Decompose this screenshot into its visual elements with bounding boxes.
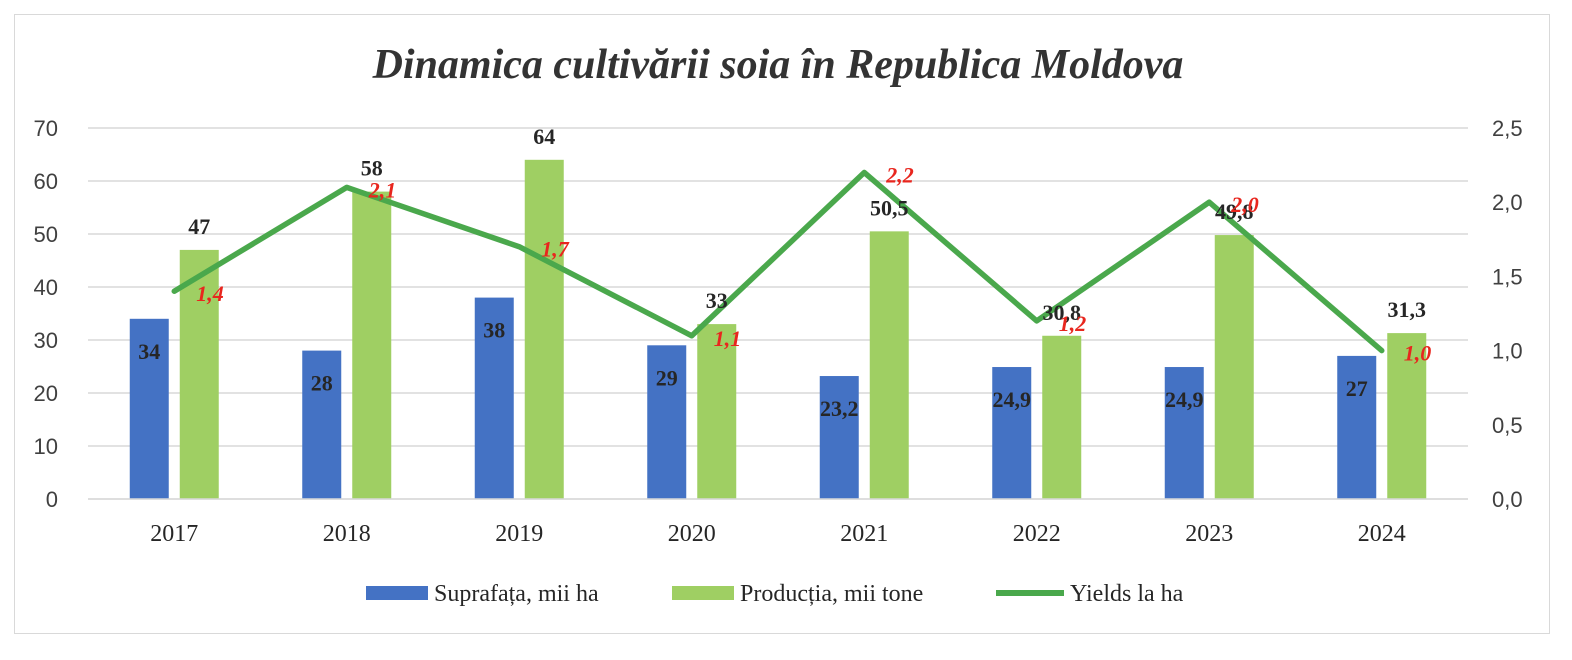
legend-label: Producția, mii tone	[740, 581, 923, 607]
x-tick-label: 2024	[1358, 521, 1406, 547]
bar-productia	[352, 191, 392, 499]
data-label-yields: 1,7	[541, 237, 570, 262]
x-tick-label: 2020	[668, 521, 716, 547]
gridlines	[88, 127, 1468, 500]
chart-frame	[14, 14, 1550, 634]
y-right-tick-label: 1,5	[1492, 264, 1523, 289]
data-label-yields: 1,1	[714, 326, 742, 351]
data-label-productia: 30,8	[1043, 300, 1082, 325]
y-right-tick-label: 1,0	[1492, 339, 1523, 364]
chart-title: Dinamica cultivării soia în Republica Mo…	[372, 42, 1184, 88]
x-tick-label: 2023	[1185, 521, 1233, 547]
bar-suprafata	[992, 367, 1032, 499]
bar-productia	[869, 231, 909, 499]
y-left-tick-label: 0	[46, 487, 58, 512]
data-label-productia: 49,8	[1215, 199, 1254, 224]
y-right-tick-label: 2,5	[1492, 116, 1523, 141]
data-label-suprafata: 29	[656, 365, 678, 390]
data-label-suprafata: 23,2	[820, 396, 859, 421]
x-tick-label: 2019	[495, 521, 543, 547]
bar-suprafata	[647, 345, 687, 499]
legend-label: Yields la ha	[1070, 581, 1184, 607]
bar-productia	[1214, 235, 1254, 499]
data-label-productia: 47	[188, 214, 210, 239]
line-yields	[171, 169, 1385, 354]
y-right-tick-label: 0,0	[1492, 487, 1523, 512]
x-tick-label: 2021	[840, 521, 888, 547]
y-left-tick-label: 60	[34, 169, 58, 194]
data-labels: 34 28 38 29 23,2 24,9 24,9 27 47 58 64 33 50,5 30,8 49…	[138, 124, 1431, 421]
data-label-productia: 31,3	[1388, 297, 1427, 322]
data-label-suprafata: 34	[138, 339, 160, 364]
bar-suprafata	[1164, 367, 1204, 499]
y-left-tick-label: 70	[34, 116, 58, 141]
y-left-tick-label: 50	[34, 222, 58, 247]
data-label-productia: 64	[533, 124, 555, 149]
legend: Suprafața, mii ha Producția, mii tone Yiel…	[366, 581, 1184, 607]
data-label-suprafata: 38	[483, 318, 505, 343]
data-label-suprafata: 28	[311, 371, 333, 396]
y-right-tick-label: 2,0	[1492, 190, 1523, 215]
data-label-suprafata: 24,9	[993, 387, 1032, 412]
x-tick-label: 2017	[150, 521, 198, 547]
data-label-yields: 1,4	[196, 281, 224, 306]
data-label-productia: 50,5	[870, 195, 909, 220]
data-label-suprafata: 27	[1346, 376, 1368, 401]
data-label-yields: 1,0	[1404, 341, 1432, 366]
x-tick-label: 2018	[323, 521, 371, 547]
yield-line	[171, 169, 1385, 354]
y-left-tick-label: 10	[34, 434, 58, 459]
data-label-yields: 1,2	[1059, 311, 1087, 336]
bars	[129, 159, 1427, 500]
legend-label: Suprafața, mii ha	[434, 581, 599, 607]
bar-suprafata	[1337, 355, 1377, 499]
bar-suprafata	[129, 318, 169, 499]
data-label-yields: 2,1	[368, 177, 397, 202]
y-axis-left: 0 10 20 30 40 50 60 70	[34, 116, 58, 512]
x-axis: 2017 2018 2019 2020 2021 2022 2023 2024	[88, 498, 1468, 547]
y-axis-right: 0,0 0,5 1,0 1,5 2,0 2,5	[1492, 116, 1523, 512]
data-label-yields: 2,0	[1230, 192, 1259, 217]
data-label-productia: 58	[361, 156, 383, 181]
bar-productia	[524, 159, 564, 500]
bar-suprafata	[474, 297, 514, 499]
bar-productia	[1387, 333, 1427, 499]
y-right-tick-label: 0,5	[1492, 413, 1523, 438]
x-tick-label: 2022	[1013, 521, 1061, 547]
legend-swatch	[672, 586, 734, 600]
bar-productia	[179, 249, 219, 499]
bar-suprafata	[302, 350, 342, 499]
bar-productia	[1042, 335, 1082, 499]
legend-swatch	[366, 586, 428, 600]
data-label-productia: 33	[706, 288, 728, 313]
bar-suprafata	[819, 376, 859, 499]
data-label-yields: 2,2	[885, 163, 914, 188]
data-label-suprafata: 24,9	[1165, 387, 1204, 412]
bar-productia	[697, 324, 737, 499]
y-left-tick-label: 40	[34, 275, 58, 300]
y-left-tick-label: 30	[34, 328, 58, 353]
y-left-tick-label: 20	[34, 381, 58, 406]
